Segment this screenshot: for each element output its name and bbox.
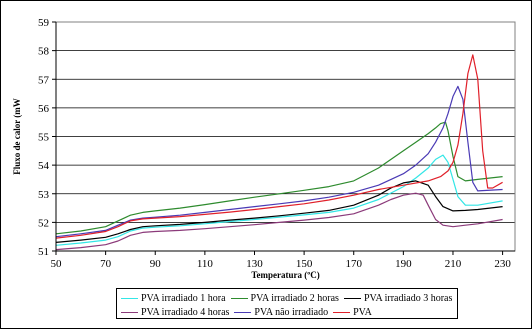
legend-label: PVA irradiado 1 hora: [141, 292, 226, 304]
y-tick-label: 58: [38, 46, 50, 58]
legend-item: PVA irradiado 1 hora: [121, 293, 226, 304]
x-tick-label: 50: [51, 258, 63, 270]
y-tick-label: 53: [38, 189, 50, 201]
x-axis-title: Temperatura (ºC): [251, 270, 319, 280]
x-tick-label: 210: [445, 258, 462, 270]
series-line-3: [55, 180, 503, 243]
legend-label: PVA irradiado 2 horas: [250, 292, 339, 304]
series-line-1: [55, 154, 503, 246]
y-tick-label: 54: [38, 160, 50, 172]
tick-labels: 51 52 53 54 55 56 57 58 59 50 70 90 110 130 150 170 190 2…: [38, 17, 511, 270]
legend-swatch: [230, 297, 248, 299]
legend: PVA irradiado 1 hora PVA irradiado 2 hor…: [116, 288, 458, 319]
legend-swatch: [234, 311, 252, 313]
y-tick-label: 57: [38, 74, 50, 86]
x-tick-label: 130: [246, 258, 263, 270]
x-tick-label: 170: [345, 258, 362, 270]
series-line-2: [55, 121, 503, 235]
x-tick-label: 230: [494, 258, 511, 270]
legend-row-2: PVA irradiado 4 horas PVA não irradiado …: [121, 305, 453, 319]
x-tick-label: 190: [395, 258, 412, 270]
y-tick-label: 55: [38, 132, 50, 144]
legend-label: PVA não irradiado: [254, 306, 329, 318]
axes: [52, 21, 515, 255]
legend-swatch: [121, 297, 138, 299]
series-line-5: [55, 85, 503, 238]
series-line-4: [55, 192, 503, 251]
y-tick-label: 59: [38, 17, 50, 29]
x-tick-label: 110: [197, 258, 214, 270]
legend-label: PVA irradiado 4 horas: [141, 306, 230, 318]
legend-item: PVA irradiado 4 horas: [121, 307, 229, 318]
legend-label: PVA irradiado 3 horas: [363, 292, 453, 304]
y-tick-label: 52: [38, 217, 49, 229]
x-tick-label: 70: [100, 258, 112, 270]
legend-swatch: [333, 311, 351, 313]
legend-item: PVA não irradiado: [234, 307, 328, 318]
legend-row-1: PVA irradiado 1 hora PVA irradiado 2 hor…: [121, 291, 453, 305]
x-tick-label: 90: [150, 258, 162, 270]
series-line-6: [55, 54, 503, 239]
legend-label: PVA: [353, 306, 372, 318]
legend-item: PVA irradiado 2 horas: [230, 292, 339, 304]
series-lines: [55, 54, 503, 251]
legend-item: PVA: [333, 307, 372, 318]
legend-swatch: [121, 311, 138, 313]
gridlines: [56, 21, 515, 223]
x-tick-label: 150: [296, 258, 313, 270]
y-tick-label: 51: [38, 246, 49, 258]
y-axis-title: Fluxo de calor (mW: [12, 98, 22, 175]
legend-swatch: [343, 297, 361, 299]
legend-item: PVA irradiado 3 horas: [343, 292, 453, 304]
y-tick-label: 56: [38, 103, 50, 115]
